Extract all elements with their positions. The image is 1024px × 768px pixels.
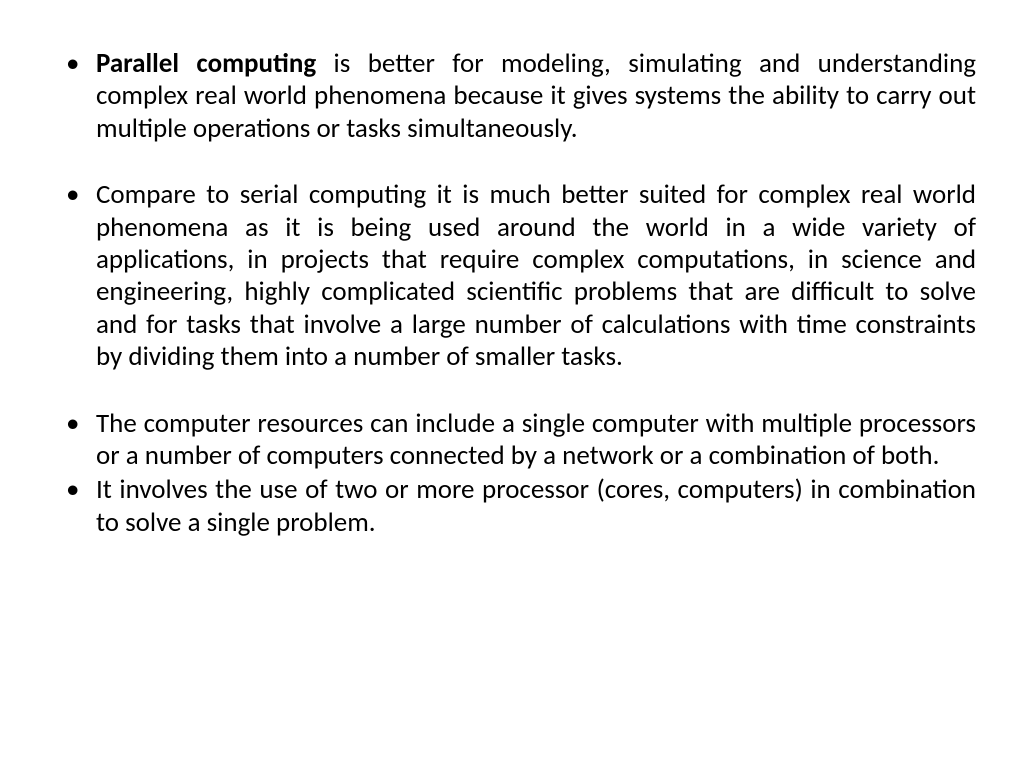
bullet-bold-lead: Parallel computing — [96, 47, 316, 80]
bullet-text: The computer resources can include a sin… — [96, 407, 976, 472]
bullet-item: The computer resources can include a sin… — [48, 408, 976, 473]
bullet-item: It involves the use of two or more proce… — [48, 474, 976, 539]
bullet-text: It involves the use of two or more proce… — [96, 473, 976, 538]
bullet-item: Compare to serial computing it is much b… — [48, 179, 976, 373]
bullet-text: Compare to serial computing it is much b… — [96, 178, 976, 373]
bullet-list: Parallel computing is better for modelin… — [48, 48, 976, 539]
bullet-item: Parallel computing is better for modelin… — [48, 48, 976, 145]
